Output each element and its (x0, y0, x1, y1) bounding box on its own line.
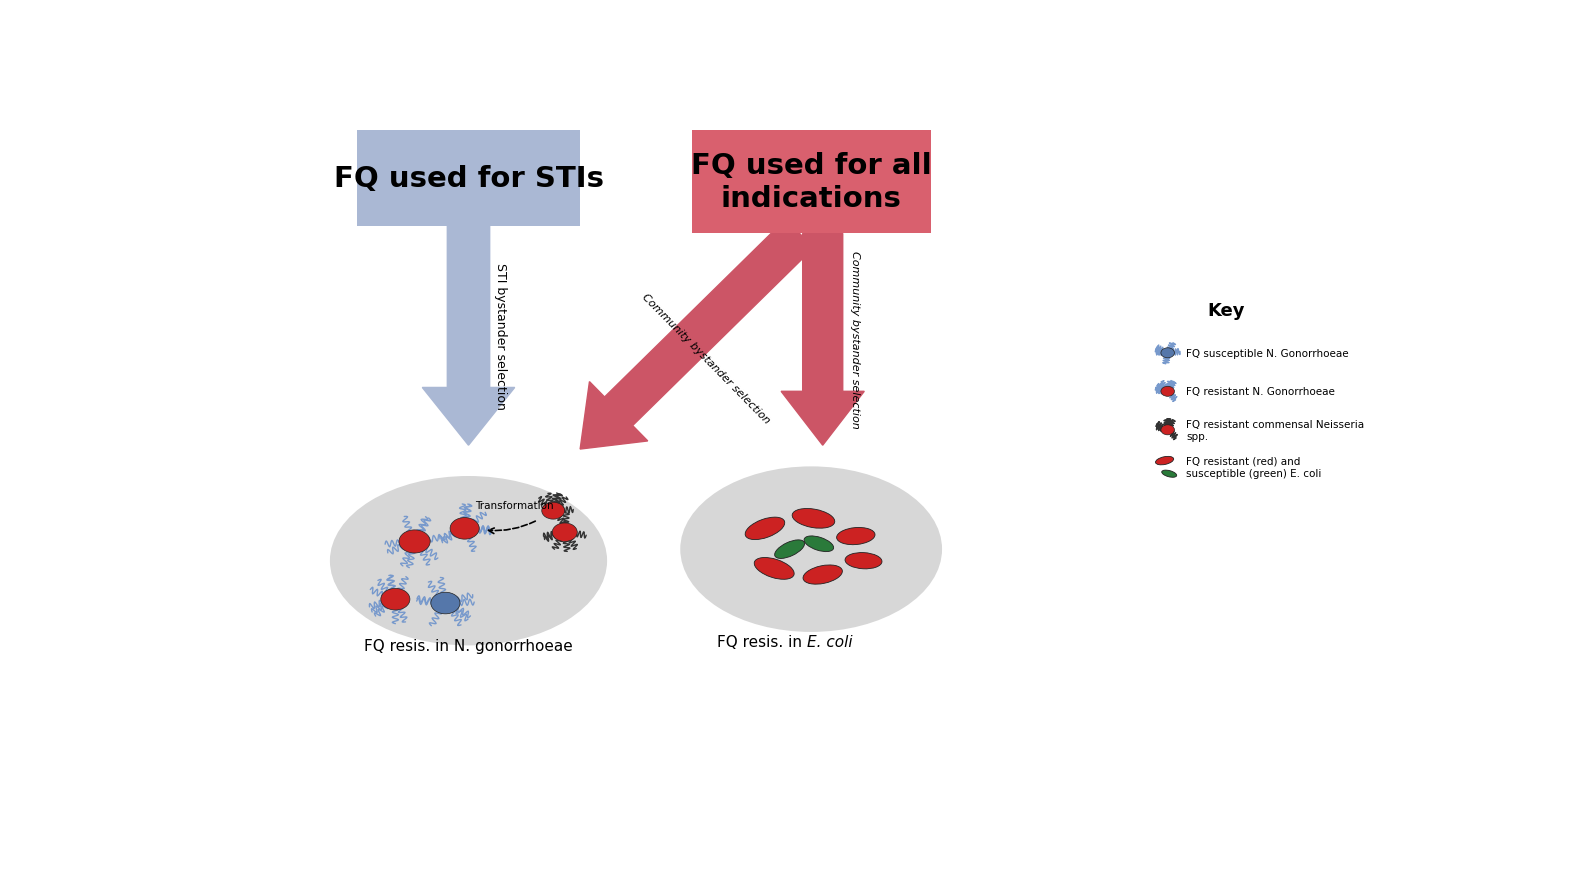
Text: FQ resistant commensal Neisseria
spp.: FQ resistant commensal Neisseria spp. (1187, 419, 1363, 441)
Ellipse shape (754, 558, 794, 579)
Text: FQ used for STIs: FQ used for STIs (334, 164, 603, 192)
Text: FQ susceptible N. Gonorrhoeae: FQ susceptible N. Gonorrhoeae (1187, 349, 1349, 358)
FancyArrow shape (781, 234, 864, 446)
Ellipse shape (1155, 457, 1174, 465)
Text: Key: Key (1208, 302, 1246, 320)
Ellipse shape (1161, 426, 1174, 435)
FancyArrow shape (422, 226, 515, 446)
Ellipse shape (380, 589, 410, 611)
Text: Community bystander selection: Community bystander selection (850, 251, 861, 429)
Text: FQ used for all
indications: FQ used for all indications (690, 152, 931, 213)
Text: Community bystander selection: Community bystander selection (640, 291, 772, 426)
Text: FQ resistant N. Gonorrhoeae: FQ resistant N. Gonorrhoeae (1187, 387, 1335, 397)
Ellipse shape (803, 536, 834, 552)
Ellipse shape (845, 553, 881, 569)
Text: Transformation: Transformation (476, 501, 554, 510)
Ellipse shape (1161, 349, 1174, 358)
Text: STI bystander selection: STI bystander selection (495, 263, 508, 409)
Ellipse shape (837, 527, 875, 545)
Text: FQ resis. in N. gonorrhoeae: FQ resis. in N. gonorrhoeae (364, 638, 573, 654)
Ellipse shape (1161, 470, 1177, 477)
Ellipse shape (681, 467, 942, 632)
Ellipse shape (803, 565, 842, 585)
Ellipse shape (792, 509, 835, 528)
Ellipse shape (775, 540, 805, 559)
Text: FQ resistant (red) and
susceptible (green) E. coli: FQ resistant (red) and susceptible (gree… (1187, 457, 1322, 478)
FancyBboxPatch shape (356, 131, 581, 226)
Ellipse shape (431, 593, 460, 614)
Ellipse shape (543, 502, 565, 519)
FancyArrow shape (581, 220, 813, 450)
Ellipse shape (552, 523, 578, 542)
Ellipse shape (1161, 387, 1174, 397)
Text: FQ resis. in: FQ resis. in (718, 635, 807, 649)
Text: E. coli: E. coli (807, 635, 853, 649)
Ellipse shape (745, 518, 784, 540)
FancyBboxPatch shape (692, 131, 931, 234)
Ellipse shape (399, 530, 430, 553)
Ellipse shape (329, 477, 608, 645)
Ellipse shape (450, 518, 479, 540)
